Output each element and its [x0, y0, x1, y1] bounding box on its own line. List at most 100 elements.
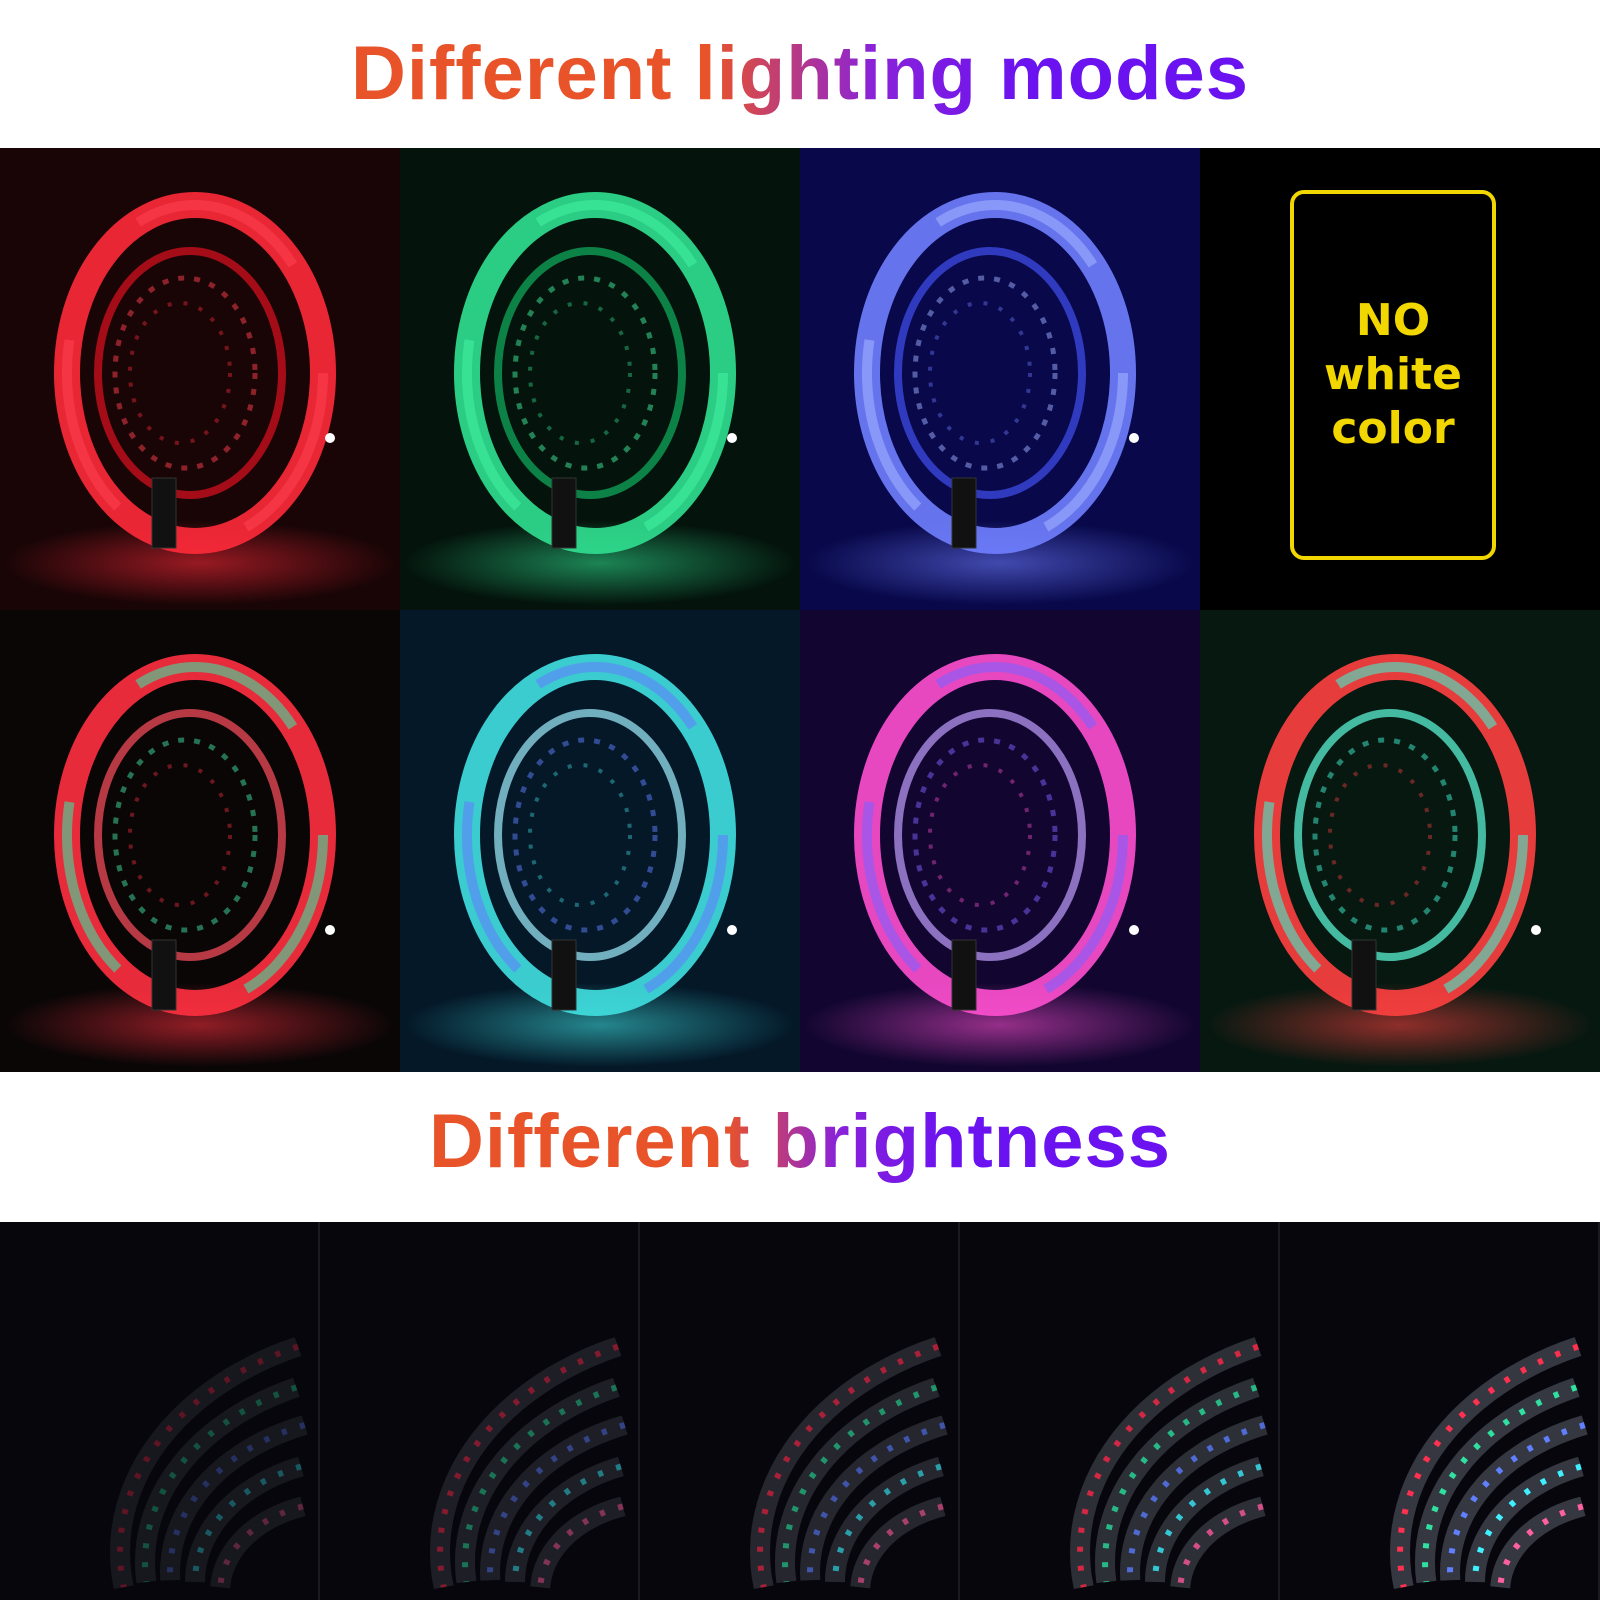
- strip-coil: [210, 1496, 306, 1589]
- mode-photo-pink-purple: [800, 610, 1200, 1072]
- reel-coil: [494, 247, 686, 499]
- reel-outer-highlight: [862, 200, 1128, 546]
- strip-coil-leds: [1126, 1422, 1266, 1581]
- strip-coil-leds: [1446, 1422, 1586, 1581]
- strip-coil-leds: [436, 1343, 619, 1588]
- strip-coil-leds: [1497, 1503, 1584, 1588]
- strip-coil-leds: [116, 1343, 299, 1588]
- led-spark: [325, 433, 335, 443]
- strip-coil-leds: [217, 1503, 304, 1588]
- connector-plug: [1351, 939, 1377, 1011]
- strip-coil-leds: [806, 1422, 946, 1581]
- led-spark: [1129, 433, 1139, 443]
- strip-coil-leds: [486, 1422, 626, 1581]
- brightness-strip: [0, 1222, 1600, 1600]
- led-reel: [805, 192, 1195, 605]
- mode-photo-blue: [800, 148, 1200, 610]
- reel-coil: [494, 709, 686, 961]
- reel-outer-highlight: [62, 662, 328, 1008]
- reel-inner-leds: [128, 301, 232, 445]
- strip-coil: [774, 1377, 940, 1584]
- strip-coil: [1094, 1377, 1260, 1584]
- reel-outer-highlight: [462, 662, 728, 1008]
- strip-coil: [134, 1377, 300, 1584]
- brightness-heading: Different brightness: [0, 1098, 1600, 1185]
- floor-glow: [1205, 983, 1595, 1067]
- strip-coil: [185, 1456, 304, 1583]
- brightness-level-1: [0, 1222, 320, 1600]
- strip-coil-leds: [166, 1422, 306, 1581]
- strip-coil: [1465, 1456, 1584, 1583]
- floor-glow: [805, 983, 1195, 1067]
- connector-plug: [151, 939, 177, 1011]
- lighting-modes-heading: Different lighting modes: [0, 30, 1600, 117]
- strip-coil-leds: [1396, 1343, 1579, 1588]
- strip-coil: [109, 1337, 302, 1589]
- connector-plug: [551, 939, 577, 1011]
- no-white-color-text: NO white color: [1324, 295, 1462, 454]
- strip-coil: [1414, 1377, 1580, 1584]
- reel-coil-leds: [112, 737, 258, 933]
- led-spark: [1531, 925, 1541, 935]
- strip-coil-leds: [1177, 1503, 1264, 1588]
- floor-glow: [5, 521, 395, 605]
- mode-photo-green: [400, 148, 800, 610]
- reel-coil: [94, 709, 286, 961]
- reel-inner-leds: [1328, 763, 1432, 907]
- reel-outer-highlight: [62, 200, 328, 546]
- brightness-level-3: [640, 1222, 960, 1600]
- reel-inner-leds: [528, 301, 632, 445]
- strip-coil: [1170, 1496, 1266, 1589]
- mode-photo-red-cyan: [1200, 610, 1600, 1072]
- reel-coil-leds: [912, 275, 1058, 471]
- connector-plug: [551, 477, 577, 549]
- led-reel: [805, 654, 1195, 1067]
- reel-coil-leds: [112, 275, 258, 471]
- led-reel: [5, 192, 395, 605]
- reel-coil-leds: [1312, 737, 1458, 933]
- reel-coil: [894, 247, 1086, 499]
- reel-coil: [1294, 709, 1486, 961]
- mode-photo-red-green: [0, 610, 400, 1072]
- floor-glow: [5, 983, 395, 1067]
- strip-coil: [850, 1496, 946, 1589]
- brightness-level-5: [1280, 1222, 1600, 1600]
- mode-photo-no-white: NO white color: [1200, 148, 1600, 610]
- mode-photo-red: [0, 148, 400, 610]
- reel-outer-highlight: [862, 662, 1128, 1008]
- led-reel: [5, 654, 395, 1067]
- brightness-level-4: [960, 1222, 1280, 1600]
- led-strip-coils: [1069, 1337, 1268, 1589]
- led-strip-coils: [749, 1337, 948, 1589]
- led-reel: [405, 654, 795, 1067]
- strip-coil: [1145, 1456, 1264, 1583]
- strip-coil-leds: [537, 1503, 624, 1588]
- reel-inner-leds: [128, 763, 232, 907]
- led-spark: [325, 925, 335, 935]
- mode-photo-cyan-blue: [400, 610, 800, 1072]
- floor-glow: [405, 983, 795, 1067]
- connector-plug: [951, 939, 977, 1011]
- floor-glow: [805, 521, 1195, 605]
- strip-coil: [1490, 1496, 1586, 1589]
- reel-inner-leds: [528, 763, 632, 907]
- reel-coil-leds: [512, 275, 658, 471]
- lighting-modes-heading-text: Different lighting modes: [351, 31, 1249, 116]
- led-spark: [727, 925, 737, 935]
- reel-coil: [894, 709, 1086, 961]
- brightness-heading-text: Different brightness: [428, 1099, 1172, 1184]
- led-spark: [727, 433, 737, 443]
- connector-plug: [951, 477, 977, 549]
- led-strip-coils: [109, 1337, 308, 1589]
- reel-inner-leds: [928, 301, 1032, 445]
- reel-coil: [94, 247, 286, 499]
- strip-coil: [530, 1496, 626, 1589]
- reel-coil-leds: [912, 737, 1058, 933]
- reel-outer-highlight: [462, 200, 728, 546]
- lighting-modes-grid: NO white color: [0, 148, 1600, 1072]
- strip-coil: [505, 1456, 624, 1583]
- no-white-color-badge: NO white color: [1290, 190, 1496, 560]
- led-strip-coils: [1389, 1337, 1588, 1589]
- led-strip-coils: [429, 1337, 628, 1589]
- floor-glow: [405, 521, 795, 605]
